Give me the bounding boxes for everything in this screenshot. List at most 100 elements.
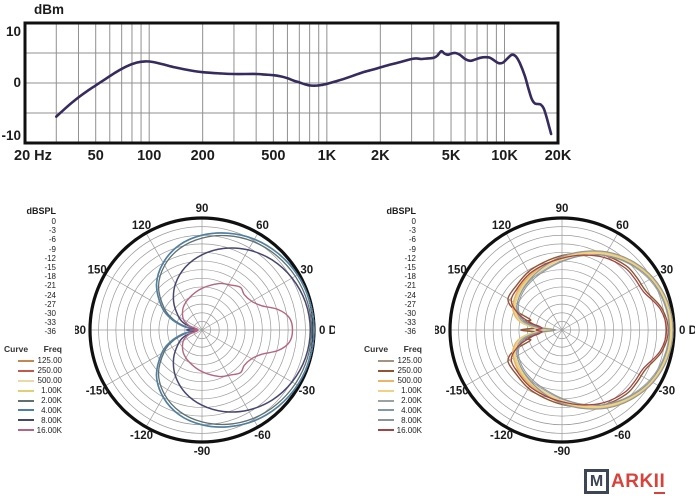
legend-row: 2.00K <box>364 396 422 406</box>
legend-freq-value: 250.00 <box>37 366 62 376</box>
angle-label: 0 Deg <box>679 325 695 337</box>
radial-tick-list: 0 -3 -6 -9 -12 -15 -18 -21 -24 -27 -30 -33 -36 <box>16 217 56 337</box>
polar-spoke <box>201 232 259 331</box>
polar-chart-right: 90 60 30 0 Deg -30 -60 -90 -120 -150 180 150 120 <box>435 203 695 458</box>
angle-label: 0 Deg <box>319 325 335 337</box>
legend-swatch <box>378 399 394 402</box>
y-tick-label: 10 <box>6 24 21 39</box>
radial-tick: -18 <box>404 272 416 282</box>
legend-freq-value: 125.00 <box>37 356 62 366</box>
legend-header: Curve Freq <box>364 344 422 354</box>
legend-header-curve: Curve <box>364 344 389 354</box>
angle-label: -120 <box>130 430 153 442</box>
polar-spoke <box>505 232 563 331</box>
angle-label: -90 <box>554 446 571 458</box>
legend-freq-value: 1.00K <box>41 386 62 396</box>
legend-freq-value: 2.00K <box>41 396 62 405</box>
angle-label: 180 <box>75 325 86 337</box>
angle-label: 60 <box>256 220 269 232</box>
polar-spoke <box>104 273 203 331</box>
response-curve <box>55 49 553 136</box>
radial-tick: -15 <box>404 263 416 273</box>
logo-ark: ARK <box>611 470 654 492</box>
radial-tick: -36 <box>404 327 416 337</box>
radial-tick: -27 <box>404 299 416 309</box>
logo-text: ARKII <box>611 470 666 494</box>
radial-scale-left: dBSPL 0 -3 -6 -9 -12 -15 -18 -21 -24 -27 -30 -33 -36 <box>16 206 56 337</box>
legend-swatch <box>18 389 34 392</box>
polar-series-16.00K <box>181 282 294 378</box>
radial-tick: -33 <box>404 318 416 328</box>
radial-scale-right: dBSPL 0 -3 -6 -9 -12 -15 -18 -21 -24 -27 -30 -33 -36 <box>376 206 416 337</box>
x-tick-label: 5K <box>442 148 461 164</box>
angle-label: 30 <box>300 265 313 277</box>
angle-label: -90 <box>194 446 211 458</box>
legend-row: 125.00 <box>4 356 62 366</box>
legend-row: 500.00 <box>364 376 422 386</box>
radial-tick: -33 <box>44 318 56 328</box>
legend-header-curve: Curve <box>4 344 29 354</box>
dbspl-label: dBSPL <box>26 206 56 216</box>
legend-row: 4.00K <box>364 405 422 415</box>
angle-label: -120 <box>490 430 513 442</box>
legend-freq-value: 250.00 <box>397 366 422 376</box>
legend-swatch <box>378 379 394 382</box>
legend-row: 500.00 <box>4 376 62 386</box>
legend-freq-value: 16.00K <box>396 425 422 435</box>
x-tick-label: 2K <box>371 148 390 164</box>
legend-freq-value: 500.00 <box>37 376 62 386</box>
x-tick-label: 500 <box>261 148 285 164</box>
radial-tick: -3 <box>408 226 416 236</box>
legend-header: Curve Freq <box>4 344 62 354</box>
legend-row: 16.00K <box>4 425 62 435</box>
legend-swatch <box>378 389 394 392</box>
legend-row: 8.00K <box>4 415 62 425</box>
x-tick-label: 200 <box>191 148 215 164</box>
polar-spoke <box>561 232 619 331</box>
legend-freq-value: 2.00K <box>401 396 422 405</box>
legend-right: Curve Freq 125.00 250.00 500.00 1.00K 2.00K 4… <box>364 344 422 435</box>
radial-tick: -27 <box>44 299 56 309</box>
legend-swatch <box>378 369 394 372</box>
y-tick-label: 0 <box>13 75 21 90</box>
polar-outer-ring <box>448 216 676 444</box>
legend-row: 250.00 <box>4 366 62 376</box>
logo-ii: II <box>653 470 666 494</box>
polar-spoke <box>201 329 300 387</box>
angle-label: 180 <box>435 325 446 337</box>
radial-tick: -21 <box>404 281 416 291</box>
legend-swatch <box>378 429 394 432</box>
radial-tick: -6 <box>48 235 56 245</box>
legend-swatch <box>378 359 394 362</box>
legend-swatch <box>18 369 34 372</box>
polar-spoke <box>561 273 660 331</box>
radial-tick-list: 0 -3 -6 -9 -12 -15 -18 -21 -24 -27 -30 -33 -36 <box>376 217 416 337</box>
radial-tick: 0 <box>411 217 416 226</box>
angle-label: 30 <box>660 265 673 277</box>
legend-swatch <box>18 399 34 402</box>
angle-label: -60 <box>614 430 631 442</box>
radial-tick: -30 <box>44 309 56 319</box>
polar-spoke <box>561 329 619 428</box>
angle-label: -150 <box>86 386 109 398</box>
y-tick-label: -10 <box>1 128 21 143</box>
polar-spoke <box>505 329 563 428</box>
radial-tick: -9 <box>408 244 416 254</box>
angle-label: 60 <box>616 220 629 232</box>
polar-spoke <box>201 329 259 428</box>
legend-row: 2.00K <box>4 396 62 406</box>
polar-series-16.00K <box>510 254 668 406</box>
brand-logo: M ARKII <box>584 469 666 494</box>
polar-chart-left: 90 60 30 0 Deg -30 -60 -90 -120 -150 180 150 120 <box>75 203 335 458</box>
legend-swatch <box>18 379 34 382</box>
legend-row: 1.00K <box>4 386 62 396</box>
radial-tick: -9 <box>48 244 56 254</box>
radial-tick: -3 <box>48 226 56 236</box>
polar-spoke <box>145 232 203 331</box>
angle-label: 150 <box>448 265 467 277</box>
radial-tick: -6 <box>408 235 416 245</box>
legend-freq-value: 4.00K <box>401 405 422 415</box>
legend-left: Curve Freq 125.00 250.00 500.00 1.00K 2.00K 4… <box>4 344 62 435</box>
